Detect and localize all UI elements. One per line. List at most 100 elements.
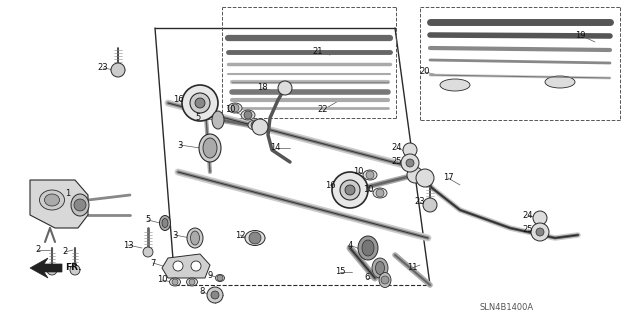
Circle shape xyxy=(244,111,252,119)
Text: 2: 2 xyxy=(35,246,40,255)
Text: 15: 15 xyxy=(335,268,345,277)
Text: 21: 21 xyxy=(313,48,323,56)
Circle shape xyxy=(207,287,223,303)
Circle shape xyxy=(531,223,549,241)
Ellipse shape xyxy=(545,76,575,88)
Ellipse shape xyxy=(199,134,221,162)
Ellipse shape xyxy=(212,111,224,129)
Text: 10: 10 xyxy=(225,106,236,115)
Text: 3: 3 xyxy=(172,231,178,240)
Text: 23: 23 xyxy=(415,197,426,206)
Text: 17: 17 xyxy=(443,174,453,182)
Text: 13: 13 xyxy=(123,241,133,249)
Circle shape xyxy=(211,291,219,299)
Text: 24: 24 xyxy=(523,211,533,219)
Ellipse shape xyxy=(40,190,65,210)
Text: 12: 12 xyxy=(235,231,245,240)
Text: 10: 10 xyxy=(363,186,373,195)
Text: 8: 8 xyxy=(199,287,205,296)
Polygon shape xyxy=(30,258,62,278)
Ellipse shape xyxy=(379,272,391,287)
Circle shape xyxy=(406,159,414,167)
Text: FR.: FR. xyxy=(65,263,81,272)
Text: SLN4B1400A: SLN4B1400A xyxy=(480,303,534,313)
Text: 1: 1 xyxy=(65,189,70,197)
Text: 5: 5 xyxy=(195,114,200,122)
Text: 7: 7 xyxy=(150,258,156,268)
Circle shape xyxy=(47,265,57,275)
Ellipse shape xyxy=(45,194,60,206)
Text: 6: 6 xyxy=(364,273,370,283)
Circle shape xyxy=(278,81,292,95)
Circle shape xyxy=(252,119,268,135)
Circle shape xyxy=(182,85,218,121)
Circle shape xyxy=(195,98,205,108)
Circle shape xyxy=(191,261,201,271)
Ellipse shape xyxy=(170,278,180,286)
Ellipse shape xyxy=(216,275,225,281)
Circle shape xyxy=(173,261,183,271)
Ellipse shape xyxy=(191,231,200,245)
Polygon shape xyxy=(162,254,210,278)
Circle shape xyxy=(111,63,125,77)
Ellipse shape xyxy=(187,228,203,248)
Ellipse shape xyxy=(362,240,374,256)
Text: 2: 2 xyxy=(62,248,68,256)
Ellipse shape xyxy=(358,236,378,260)
Text: 11: 11 xyxy=(407,263,417,272)
Ellipse shape xyxy=(373,188,387,198)
Ellipse shape xyxy=(248,120,262,130)
Circle shape xyxy=(74,199,86,211)
Circle shape xyxy=(189,279,195,285)
Ellipse shape xyxy=(245,231,265,246)
Text: 9: 9 xyxy=(207,271,212,279)
Ellipse shape xyxy=(186,278,198,286)
Ellipse shape xyxy=(228,103,242,113)
Ellipse shape xyxy=(372,258,388,278)
Circle shape xyxy=(401,154,419,172)
Text: 23: 23 xyxy=(98,63,108,72)
Text: 20: 20 xyxy=(420,68,430,77)
Ellipse shape xyxy=(162,219,168,227)
Circle shape xyxy=(217,275,223,281)
Circle shape xyxy=(70,265,80,275)
Text: 3: 3 xyxy=(177,140,182,150)
Ellipse shape xyxy=(71,194,89,216)
Circle shape xyxy=(366,171,374,179)
Ellipse shape xyxy=(440,79,470,91)
Ellipse shape xyxy=(159,216,170,231)
Circle shape xyxy=(345,185,355,195)
Text: 10: 10 xyxy=(353,167,364,176)
Ellipse shape xyxy=(241,110,255,120)
Circle shape xyxy=(190,93,210,113)
Circle shape xyxy=(249,232,261,244)
Ellipse shape xyxy=(203,138,217,158)
Text: 16: 16 xyxy=(173,95,183,105)
Circle shape xyxy=(403,143,417,157)
Text: 24: 24 xyxy=(392,144,403,152)
Circle shape xyxy=(423,198,437,212)
Circle shape xyxy=(407,167,423,183)
Text: 25: 25 xyxy=(392,158,403,167)
Text: 5: 5 xyxy=(145,216,150,225)
Circle shape xyxy=(416,169,434,187)
Circle shape xyxy=(143,247,153,257)
Text: 25: 25 xyxy=(523,226,533,234)
Text: 14: 14 xyxy=(269,144,280,152)
Circle shape xyxy=(172,279,178,285)
Circle shape xyxy=(332,172,368,208)
Text: 18: 18 xyxy=(257,84,268,93)
Text: 4: 4 xyxy=(348,241,353,249)
Ellipse shape xyxy=(376,262,385,275)
Text: 16: 16 xyxy=(324,181,335,189)
Polygon shape xyxy=(30,180,88,228)
Circle shape xyxy=(231,104,239,112)
Text: 22: 22 xyxy=(317,106,328,115)
Circle shape xyxy=(251,121,259,129)
Circle shape xyxy=(376,189,384,197)
Text: 19: 19 xyxy=(575,31,585,40)
Circle shape xyxy=(533,211,547,225)
Ellipse shape xyxy=(363,170,377,180)
Circle shape xyxy=(381,276,389,284)
Circle shape xyxy=(340,180,360,200)
